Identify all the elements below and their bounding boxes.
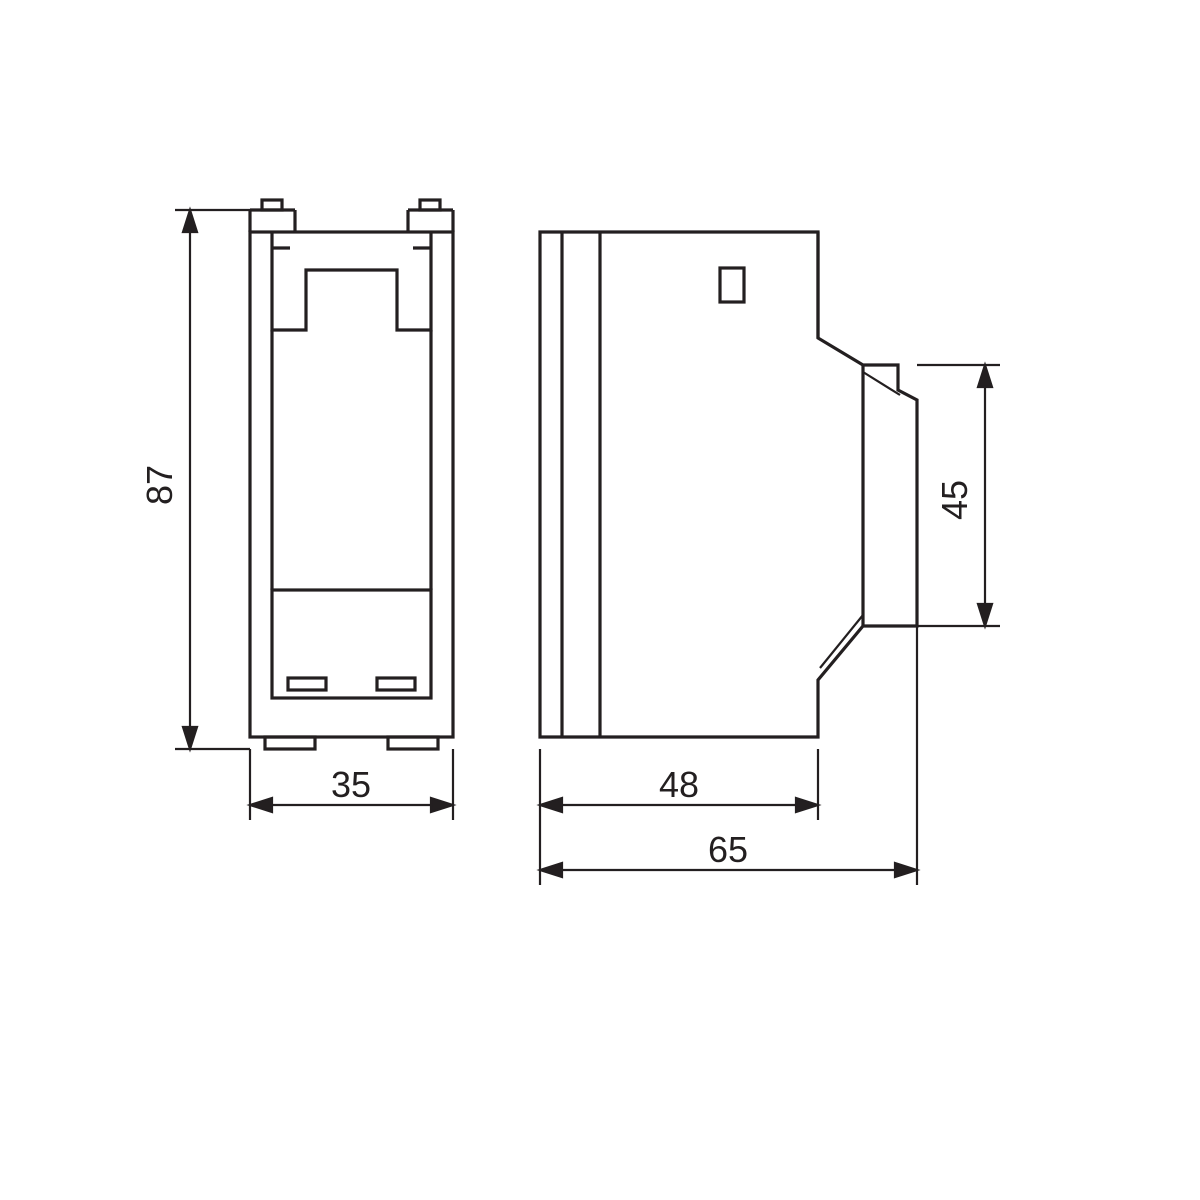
side-view (540, 232, 917, 737)
dim-45: 45 (934, 480, 975, 520)
dim-35: 35 (331, 764, 371, 805)
dim-65: 65 (708, 829, 748, 870)
dimensions (175, 210, 1000, 885)
dim-48: 48 (659, 764, 699, 805)
front-view (250, 200, 453, 749)
dim-87: 87 (139, 465, 180, 505)
technical-drawing: 87 35 48 65 45 (0, 0, 1200, 1200)
